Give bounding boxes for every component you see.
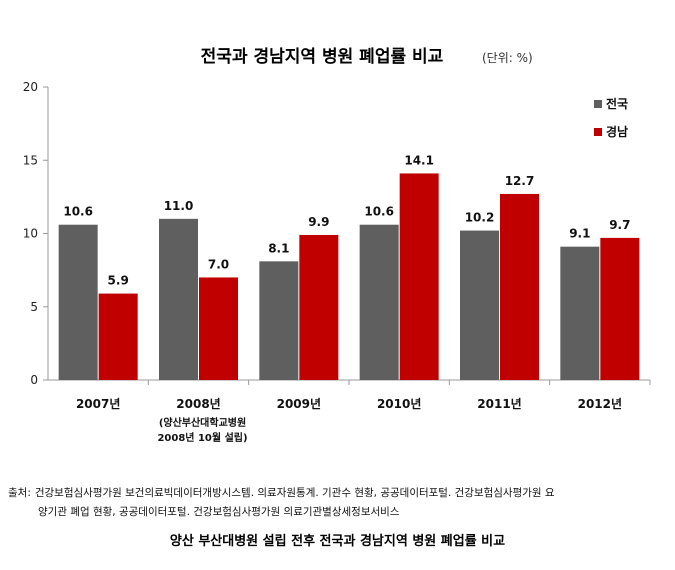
source-line-2: 양기관 폐업 현황, 공공데이터포털. 건강보험심사평가원 의료기관별상세정보서… [38, 506, 400, 518]
category-note: 2008년 10월 설립) [157, 431, 247, 444]
x-tick-label: 2010년 [377, 397, 421, 411]
bar-value-label: 10.2 [465, 211, 495, 225]
x-tick-label: 2008년 [176, 397, 220, 411]
y-tick-label: 15 [23, 153, 38, 167]
y-tick-label: 10 [23, 227, 38, 241]
bar-gyeongnam [500, 193, 539, 380]
legend-swatch [594, 100, 602, 108]
bar-value-label: 9.7 [609, 218, 630, 232]
x-tick-label: 2009년 [277, 397, 321, 411]
figure-caption: 양산 부산대병원 설립 전후 전국과 경남지역 병원 폐업률 비교 [169, 534, 506, 549]
bar-gyeongnam [600, 237, 640, 380]
bar-national [359, 224, 399, 380]
bar-value-label: 14.1 [404, 153, 434, 167]
bar-national [460, 230, 499, 380]
y-tick-label: 5 [30, 300, 38, 314]
bar-value-label: 9.1 [569, 227, 590, 241]
y-tick-label: 0 [30, 373, 38, 387]
chart-title: 전국과 경남지역 병원 폐업률 비교 [201, 47, 444, 67]
bar-national [159, 218, 198, 380]
x-tick-label: 2011년 [477, 397, 521, 411]
source-line-1: 건강보험심사평가원 보건의료빅데이터개방시스템. 의료자원통계. 기관수 현황,… [34, 487, 555, 499]
source-label: 출처: [8, 487, 31, 499]
y-tick-label: 20 [23, 80, 38, 94]
bar-value-label: 7.0 [208, 257, 229, 271]
bar-value-label: 12.7 [505, 174, 535, 188]
legend-label: 경남 [606, 124, 628, 139]
x-tick-label: 2007년 [76, 397, 120, 411]
bar-value-label: 10.6 [63, 205, 93, 219]
bar-value-label: 8.1 [268, 241, 289, 255]
bar-national [560, 246, 600, 380]
legend-label: 전국 [606, 96, 628, 111]
x-tick-label: 2012년 [578, 397, 622, 411]
bar-gyeongnam [299, 234, 339, 380]
bar-value-label: 10.6 [364, 205, 394, 219]
bar-national [259, 261, 299, 380]
category-note: (양산부산대학교병원 [159, 416, 246, 429]
bar-national [58, 224, 98, 380]
legend-swatch [594, 128, 602, 136]
unit-label: (단위: %) [482, 51, 533, 65]
bar-chart: 전국과 경남지역 병원 폐업률 비교 (단위: %) 0 5 10 15 20 2007년… [23, 47, 651, 444]
bar-gyeongnam [98, 293, 138, 380]
source-note: 출처: 건강보험심사평가원 보건의료빅데이터개방시스템. 의료자원통계. 기관수 … [8, 484, 668, 522]
bar-gyeongnam [399, 173, 439, 380]
bar-value-label: 11.0 [164, 199, 194, 213]
bar-value-label: 9.9 [308, 215, 329, 229]
bar-value-label: 5.9 [108, 274, 129, 288]
bar-gyeongnam [199, 277, 238, 380]
